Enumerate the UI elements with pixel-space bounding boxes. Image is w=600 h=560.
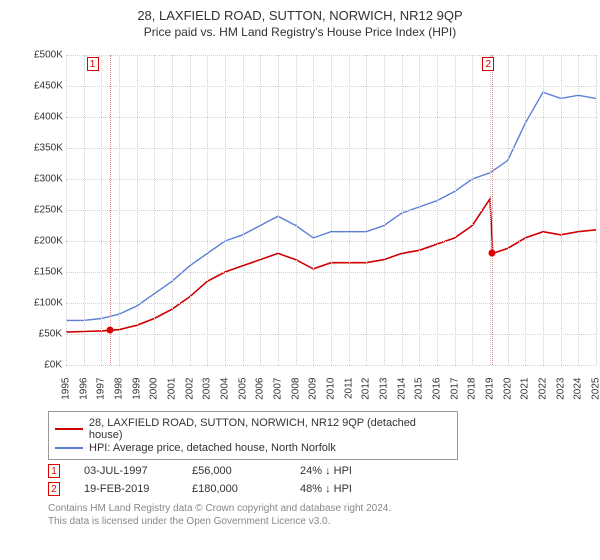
transactions-table: 1 03-JUL-1997 £56,000 24% ↓ HPI 2 19-FEB… <box>48 464 592 496</box>
transaction-price: £56,000 <box>192 465 276 477</box>
legend-row: HPI: Average price, detached house, Nort… <box>55 442 451 454</box>
legend-swatch-2 <box>55 447 83 449</box>
legend-label-2: HPI: Average price, detached house, Nort… <box>89 442 336 454</box>
x-axis-label: 2012 <box>361 378 372 414</box>
y-axis-label: £400K <box>34 112 62 123</box>
x-axis-label: 1998 <box>114 378 125 414</box>
marker-point <box>107 327 114 334</box>
x-axis-label: 2004 <box>220 378 231 414</box>
marker-box: 2 <box>482 57 494 71</box>
transaction-delta: 48% ↓ HPI <box>300 483 384 495</box>
x-axis-label: 2025 <box>591 378 600 414</box>
x-axis-label: 2014 <box>396 378 407 414</box>
x-axis-label: 2010 <box>326 378 337 414</box>
x-axis-label: 1995 <box>61 378 72 414</box>
transaction-date: 19-FEB-2019 <box>84 483 168 495</box>
y-axis-label: £0K <box>34 360 62 371</box>
x-axis-label: 2011 <box>343 378 354 414</box>
y-axis-label: £350K <box>34 143 62 154</box>
marker-box-2: 2 <box>48 482 60 496</box>
legend-label-1: 28, LAXFIELD ROAD, SUTTON, NORWICH, NR12… <box>89 417 451 441</box>
x-axis-label: 2016 <box>432 378 443 414</box>
y-axis-label: £250K <box>34 205 62 216</box>
marker-point <box>489 250 496 257</box>
marker-box: 1 <box>87 57 99 71</box>
x-axis-label: 2008 <box>290 378 301 414</box>
y-axis-label: £500K <box>34 50 62 61</box>
x-axis-label: 2009 <box>308 378 319 414</box>
transaction-date: 03-JUL-1997 <box>84 465 168 477</box>
transaction-row: 2 19-FEB-2019 £180,000 48% ↓ HPI <box>48 482 592 496</box>
legend-swatch-1 <box>55 428 83 430</box>
footer-line-1: Contains HM Land Registry data © Crown c… <box>48 502 592 515</box>
x-axis-label: 2020 <box>502 378 513 414</box>
y-axis-label: £200K <box>34 236 62 247</box>
title-main: 28, LAXFIELD ROAD, SUTTON, NORWICH, NR12… <box>8 8 592 23</box>
x-axis-label: 2013 <box>379 378 390 414</box>
x-axis-label: 1996 <box>78 378 89 414</box>
y-axis-label: £450K <box>34 81 62 92</box>
x-axis-label: 2001 <box>167 378 178 414</box>
legend: 28, LAXFIELD ROAD, SUTTON, NORWICH, NR12… <box>48 411 458 460</box>
y-axis-label: £50K <box>34 329 62 340</box>
x-axis-label: 2021 <box>520 378 531 414</box>
x-axis-label: 2005 <box>237 378 248 414</box>
x-axis-label: 2022 <box>538 378 549 414</box>
y-axis-label: £150K <box>34 267 62 278</box>
y-axis-label: £100K <box>34 298 62 309</box>
marker-box-1: 1 <box>48 464 60 478</box>
x-axis-label: 2017 <box>449 378 460 414</box>
chart-area: 12 £0K£50K£100K£150K£200K£250K£300K£350K… <box>36 45 596 405</box>
x-axis-label: 2002 <box>184 378 195 414</box>
x-axis-label: 2003 <box>202 378 213 414</box>
footer: Contains HM Land Registry data © Crown c… <box>48 502 592 528</box>
x-axis-label: 2006 <box>255 378 266 414</box>
x-axis-label: 2019 <box>485 378 496 414</box>
x-axis-label: 2023 <box>555 378 566 414</box>
x-axis-label: 2018 <box>467 378 478 414</box>
x-axis-label: 2000 <box>149 378 160 414</box>
y-axis-label: £300K <box>34 174 62 185</box>
chart-container: 28, LAXFIELD ROAD, SUTTON, NORWICH, NR12… <box>0 0 600 560</box>
footer-line-2: This data is licensed under the Open Gov… <box>48 515 592 528</box>
legend-row: 28, LAXFIELD ROAD, SUTTON, NORWICH, NR12… <box>55 417 451 441</box>
x-axis-label: 2024 <box>573 378 584 414</box>
x-axis-label: 2015 <box>414 378 425 414</box>
transaction-delta: 24% ↓ HPI <box>300 465 384 477</box>
x-axis-label: 2007 <box>273 378 284 414</box>
x-axis-label: 1999 <box>131 378 142 414</box>
plot: 12 <box>66 55 596 365</box>
transaction-price: £180,000 <box>192 483 276 495</box>
title-sub: Price paid vs. HM Land Registry's House … <box>8 25 592 39</box>
x-axis-label: 1997 <box>96 378 107 414</box>
transaction-row: 1 03-JUL-1997 £56,000 24% ↓ HPI <box>48 464 592 478</box>
